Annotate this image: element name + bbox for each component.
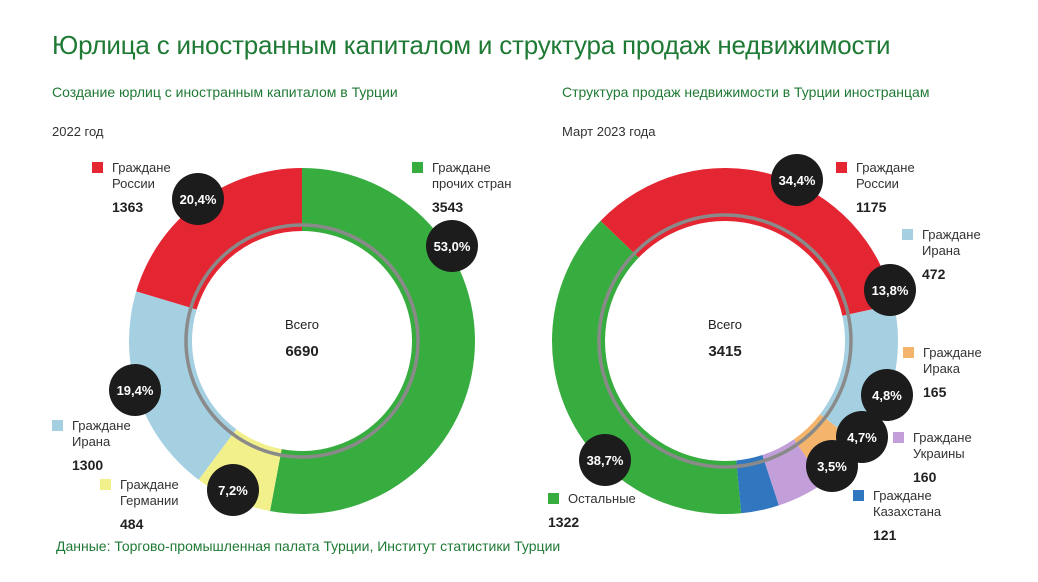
chart-2-badge-6 xyxy=(579,434,631,486)
chart-2-slice-1 xyxy=(600,167,895,316)
chart-2-percent-label-2: 13,8% xyxy=(872,283,909,298)
chart-2-percent-label-5: 3,5% xyxy=(817,459,847,474)
chart-2-legend-text-3-1: Граждане xyxy=(923,345,982,360)
donut-chart-2: Всего341534,4%ГражданеРоссии117513,8%Гра… xyxy=(548,154,982,543)
chart-2-inner-ring xyxy=(597,213,853,469)
chart-1-legend-text-2-2: Германии xyxy=(120,493,179,508)
chart-1-total: 6690 xyxy=(285,343,318,360)
chart-2-title: Структура продаж недвижимости в Турции и… xyxy=(562,84,930,100)
chart-2-legend-swatch-1 xyxy=(836,162,847,173)
chart-2-legend-value-3: 165 xyxy=(923,384,947,400)
chart-1-center-label: Всего xyxy=(285,317,319,332)
chart-2-legend-value-1: 1175 xyxy=(856,199,887,215)
chart-2-legend-swatch-3 xyxy=(903,347,914,358)
chart-2-legend-value-4: 160 xyxy=(913,469,937,485)
chart-1-slice-4 xyxy=(136,168,302,310)
chart-2-legend-text-4-2: Украины xyxy=(913,446,965,461)
chart-1-legend-value-4: 1363 xyxy=(112,199,143,215)
chart-1-inner-ring xyxy=(184,223,420,459)
chart-2-total: 3415 xyxy=(708,343,741,360)
chart-1-legend-text-3-1: Граждане xyxy=(72,418,131,433)
page-title: Юрлица с иностранным капиталом и структу… xyxy=(52,30,891,60)
chart-2-legend-text-1-1: Граждане xyxy=(856,160,915,175)
chart-2-center-label: Всего xyxy=(708,317,742,332)
chart-2-legend-text-6-1: Остальные xyxy=(568,491,636,506)
chart-1-legend-value-3: 1300 xyxy=(72,457,103,473)
chart-2-slice-6 xyxy=(551,220,742,514)
chart-1-legend-text-1-2: прочих стран xyxy=(432,176,511,191)
chart-2-slice-5 xyxy=(736,455,779,514)
chart-2-percent-label-1: 34,4% xyxy=(779,173,816,188)
chart-1-percent-label-3: 19,4% xyxy=(117,383,154,398)
chart-2-legend-swatch-6 xyxy=(548,493,559,504)
chart-1-period: 2022 год xyxy=(52,124,104,139)
chart-2-legend-swatch-4 xyxy=(893,432,904,443)
chart-2-badge-3 xyxy=(861,369,913,421)
chart-1-legend-swatch-3 xyxy=(52,420,63,431)
chart-2-badge-2 xyxy=(864,264,916,316)
chart-1-legend-text-2-1: Граждане xyxy=(120,477,179,492)
chart-2-legend-swatch-5 xyxy=(853,490,864,501)
chart-2-badge-5 xyxy=(806,440,858,492)
chart-2-legend-swatch-2 xyxy=(902,229,913,240)
chart-1-badge-3 xyxy=(109,364,161,416)
chart-2-legend-value-6: 1322 xyxy=(548,514,579,530)
chart-1-legend-text-4-2: России xyxy=(112,176,155,191)
chart-1-legend-value-2: 484 xyxy=(120,516,144,532)
chart-2-legend-value-2: 472 xyxy=(922,266,946,282)
chart-1-legend-swatch-1 xyxy=(412,162,423,173)
data-source: Данные: Торгово-промышленная палата Турц… xyxy=(56,538,561,554)
chart-2-percent-label-4: 4,7% xyxy=(847,430,877,445)
chart-1-title: Создание юрлиц с иностранным капиталом в… xyxy=(52,84,398,100)
chart-1-percent-label-2: 7,2% xyxy=(218,483,248,498)
chart-2-period: Март 2023 года xyxy=(562,124,656,139)
chart-2-legend-text-1-2: России xyxy=(856,176,899,191)
chart-2-legend-text-2-2: Ирана xyxy=(922,243,961,258)
chart-1-badge-4 xyxy=(172,173,224,225)
chart-1-legend-text-3-2: Ирана xyxy=(72,434,111,449)
chart-2-legend-text-5-2: Казахстана xyxy=(873,504,942,519)
chart-1-percent-label-4: 20,4% xyxy=(180,192,217,207)
chart-1-slice-1 xyxy=(270,167,476,514)
chart-1-legend-value-1: 3543 xyxy=(432,199,463,215)
chart-1-badge-1 xyxy=(426,220,478,272)
chart-2-legend-text-2-1: Граждане xyxy=(922,227,981,242)
chart-2-legend-text-4-1: Граждане xyxy=(913,430,972,445)
chart-1-legend-swatch-2 xyxy=(100,479,111,490)
chart-2-legend-text-3-2: Ирака xyxy=(923,361,961,376)
chart-2-legend-value-5: 121 xyxy=(873,527,897,543)
chart-1-legend-text-4-1: Граждане xyxy=(112,160,171,175)
chart-2-legend-text-5-1: Граждане xyxy=(873,488,932,503)
chart-1-legend-swatch-4 xyxy=(92,162,103,173)
chart-1-legend-text-1-1: Граждане xyxy=(432,160,491,175)
chart-2-percent-label-3: 4,8% xyxy=(872,388,902,403)
chart-2-percent-label-6: 38,7% xyxy=(587,453,624,468)
chart-1-slice-3 xyxy=(129,291,237,480)
chart-1-percent-label-1: 53,0% xyxy=(434,239,471,254)
chart-1-badge-2 xyxy=(207,464,259,516)
chart-2-badge-1 xyxy=(771,154,823,206)
